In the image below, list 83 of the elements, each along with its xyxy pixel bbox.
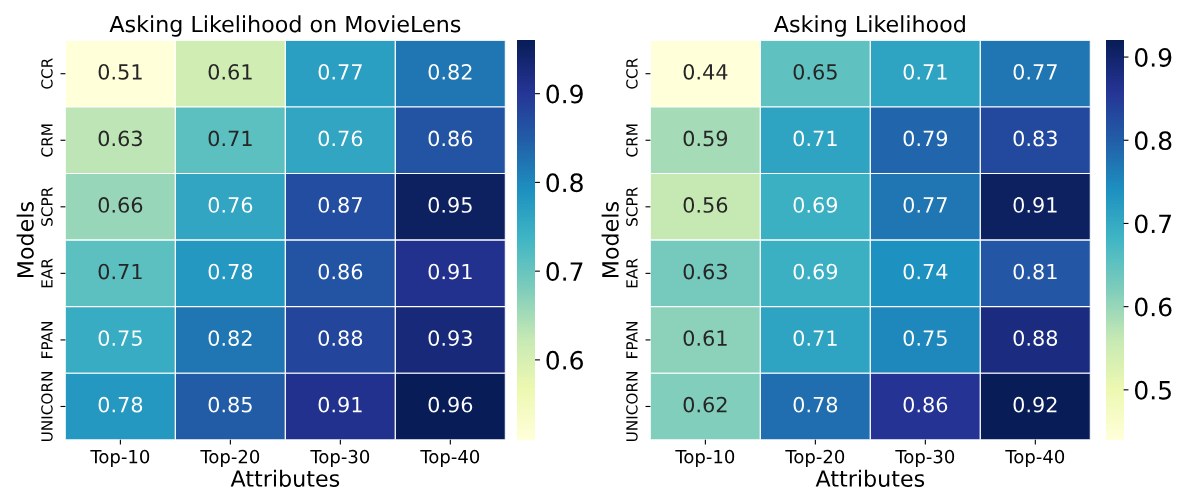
color-bar-label: 0.8 [546,173,583,193]
chart-title: Asking Likelihood on MovieLens [109,15,461,37]
data-label: 0.71 [208,130,252,147]
y-tick-label: SCPR [626,187,638,226]
data-label: 0.96 [428,396,473,413]
data-label: 0.61 [683,330,727,346]
y-tick-label: CCR [41,58,53,89]
data-label: 0.82 [208,330,252,346]
x-tick-label: Top-40 [420,449,480,467]
data-label: 0.77 [1013,63,1057,80]
data-label: 0.86 [903,396,948,413]
x-axis-title: Attributes [815,469,925,487]
data-label: 0.93 [428,330,472,346]
x-tick-label: Top-40 [1005,449,1065,467]
data-label: 0.78 [98,396,143,413]
data-label: 0.71 [903,63,947,80]
data-label: 0.61 [208,63,252,80]
data-label: 0.91 [428,263,472,280]
data-label: 0.63 [98,130,142,147]
data-label: 0.88 [1013,330,1058,346]
y-tick-label: FPAN [41,321,53,358]
data-label: 0.56 [683,197,728,213]
data-label: 0.79 [903,130,948,147]
data-label: 0.86 [428,130,473,147]
data-label: 0.51 [98,63,142,80]
data-label: 0.77 [318,63,362,80]
data-label: 0.86 [318,263,363,280]
y-tick-label: EAR [41,258,53,288]
data-label: 0.69 [793,263,838,280]
data-label: 0.71 [793,330,837,346]
data-label: 0.65 [793,63,837,80]
data-label: 0.87 [318,197,362,213]
y-tick-label: CRM [626,124,638,157]
x-tick-label: Top-20 [200,449,260,467]
data-label: 0.74 [903,263,948,280]
data-label: 0.76 [318,130,363,147]
color-bar-label: 0.7 [1134,214,1171,234]
data-label: 0.82 [428,63,472,80]
data-label: 0.83 [1013,130,1057,147]
data-label: 0.77 [903,197,947,213]
y-tick-label: SCPR [41,187,53,226]
y-tick-label: UNICORN [626,372,638,442]
data-label: 0.59 [683,130,728,147]
color-bar-label: 0.9 [1134,48,1172,67]
data-label: 0.75 [98,330,142,346]
data-label: 0.71 [98,263,142,280]
data-label: 0.63 [683,263,727,280]
data-label: 0.78 [208,263,253,280]
y-tick-label: CCR [626,58,638,89]
data-label: 0.95 [428,197,472,213]
data-label: 0.91 [1013,197,1057,213]
data-label: 0.62 [683,396,727,413]
color-bar-label: 0.8 [1134,131,1172,151]
data-label: 0.88 [318,330,363,346]
data-label: 0.69 [793,197,838,213]
data-label: 0.78 [793,396,838,413]
y-axis-title: Models [16,202,34,278]
color-bar-label: 0.6 [546,350,583,370]
color-bar-label: 0.5 [1134,380,1171,400]
data-label: 0.44 [683,63,728,80]
color-bar-label: 0.7 [546,262,583,281]
x-tick-label: Top-10 [675,449,735,467]
data-label: 0.92 [1013,396,1057,413]
data-label: 0.76 [208,197,253,213]
y-axis-title: Models [601,202,619,278]
color-bar-label: 0.6 [1134,297,1172,317]
x-tick-label: Top-30 [895,449,955,467]
data-label: 0.91 [318,396,362,413]
x-tick-label: Top-10 [90,449,150,467]
x-axis-title: Attributes [230,469,340,487]
y-tick-label: FPAN [626,321,638,358]
chart-title: Asking Likelihood [773,15,965,37]
data-label: 0.75 [903,330,947,346]
x-tick-label: Top-20 [785,449,845,467]
data-label: 0.71 [793,130,837,147]
y-tick-label: CRM [41,124,53,157]
x-tick-label: Top-30 [310,449,370,467]
data-label: 0.85 [208,396,252,413]
data-label: 0.66 [98,197,143,213]
color-bar-label: 0.9 [546,84,583,104]
y-tick-label: UNICORN [41,372,53,442]
data-label: 0.81 [1013,263,1057,280]
y-tick-label: EAR [626,258,638,288]
